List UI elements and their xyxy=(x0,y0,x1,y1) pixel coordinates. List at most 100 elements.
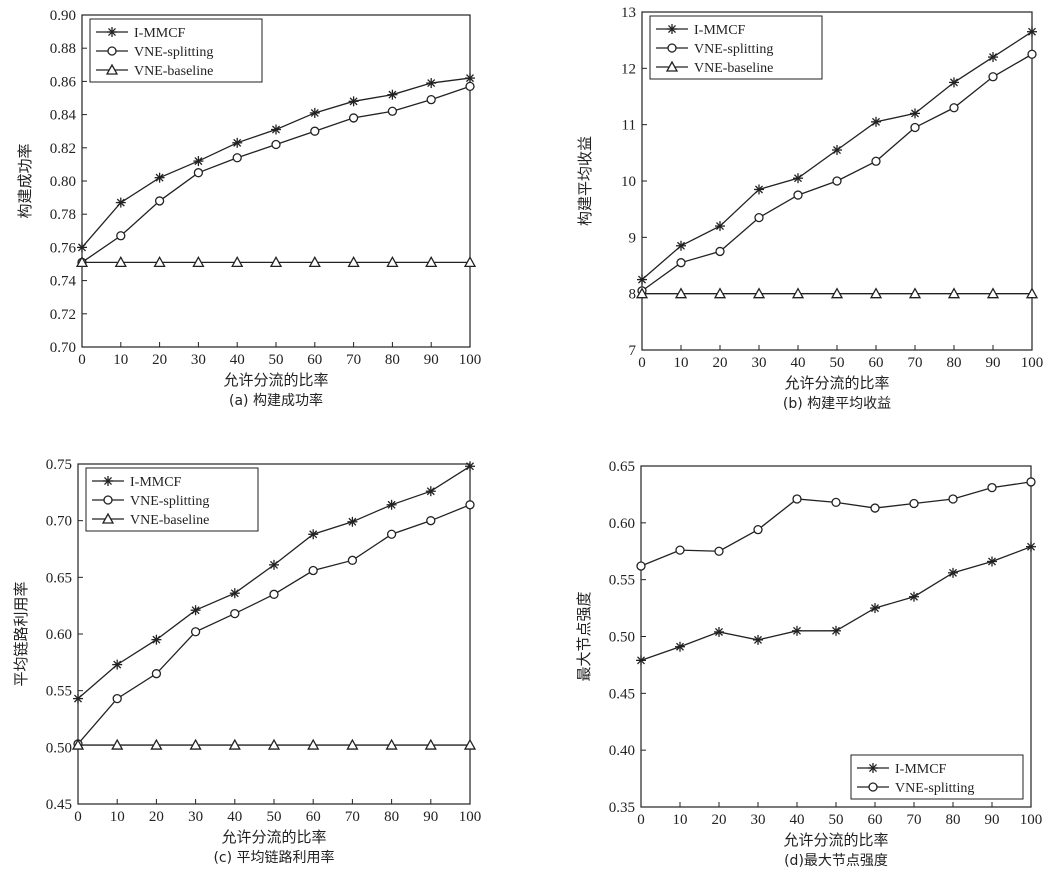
data-point xyxy=(831,497,841,508)
x-tick-label: 90 xyxy=(423,809,438,825)
y-tick-label: 12 xyxy=(621,61,636,77)
y-axis-label: 最大节点强度 xyxy=(575,591,593,681)
legend-box xyxy=(850,754,1024,800)
legend-marker xyxy=(101,512,115,524)
data-point xyxy=(830,287,844,299)
legend-label: VNE-splitting xyxy=(694,42,773,57)
data-point xyxy=(347,256,360,267)
data-point xyxy=(424,738,437,750)
series-line xyxy=(640,481,1032,567)
y-tick-label: 0.70 xyxy=(50,340,76,356)
data-point xyxy=(347,516,358,527)
x-tick-label: 100 xyxy=(459,352,482,368)
y-tick-label: 0.60 xyxy=(46,627,72,643)
data-point xyxy=(386,529,397,539)
data-point xyxy=(832,176,842,186)
x-tick-label: 50 xyxy=(830,355,845,371)
data-point xyxy=(948,494,958,504)
figure-caption: (d)最大节点强度 xyxy=(784,853,888,869)
data-point xyxy=(151,634,162,645)
legend-marker xyxy=(105,63,119,75)
x-tick-label: 20 xyxy=(149,809,164,825)
y-tick-label: 0.65 xyxy=(46,570,72,586)
x-tick-label: 50 xyxy=(269,352,284,368)
data-point xyxy=(75,256,89,267)
data-point xyxy=(348,113,359,123)
data-point xyxy=(871,116,881,127)
x-tick-label: 60 xyxy=(868,812,883,828)
series-vne-splitting xyxy=(637,49,1037,296)
data-point xyxy=(271,124,281,135)
data-point xyxy=(150,738,163,750)
y-tick-label: 0.78 xyxy=(50,207,76,223)
data-point xyxy=(987,482,997,493)
y-tick-label: 13 xyxy=(621,5,636,21)
y-tick-label: 0.35 xyxy=(609,800,635,816)
data-point xyxy=(426,95,436,105)
data-point xyxy=(232,153,242,163)
x-tick-label: 70 xyxy=(345,809,360,825)
data-point xyxy=(871,156,881,166)
data-point xyxy=(267,738,281,750)
data-point xyxy=(228,738,241,750)
data-point xyxy=(230,608,240,619)
data-point xyxy=(151,669,162,679)
series-vne-splitting xyxy=(636,477,1036,571)
legend-marker xyxy=(665,60,679,72)
legend-marker xyxy=(103,476,113,486)
chart-panel-d: 0 10 20 30 40 50 60 70 80 90 100 0.35 0.40 0.45 0.50 0.… xyxy=(575,459,1042,869)
y-tick-label: 0.45 xyxy=(46,797,72,813)
x-tick-label: 20 xyxy=(152,352,167,368)
data-point xyxy=(793,190,803,200)
data-point xyxy=(753,634,763,645)
data-point xyxy=(426,516,436,526)
legend: I-MMCF VNE-splitting VNE-baseline xyxy=(649,15,823,80)
x-tick-label: 80 xyxy=(946,812,961,828)
data-point xyxy=(386,256,399,267)
data-point xyxy=(112,693,122,704)
data-point xyxy=(193,156,204,167)
data-point xyxy=(909,498,919,509)
data-point xyxy=(948,567,958,578)
data-point xyxy=(465,73,475,84)
x-tick-label: 20 xyxy=(712,812,727,828)
data-point xyxy=(947,287,961,299)
data-point xyxy=(348,96,359,107)
data-point xyxy=(425,256,438,267)
x-tick-label: 90 xyxy=(424,352,439,368)
data-point xyxy=(949,77,959,88)
y-tick-label: 0.72 xyxy=(50,307,76,323)
data-point xyxy=(870,603,880,614)
y-axis-label: 平均链路利用率 xyxy=(12,581,30,686)
legend-label: I-MMCF xyxy=(130,475,182,490)
data-point xyxy=(465,461,475,472)
data-point xyxy=(636,561,646,571)
x-tick-label: 30 xyxy=(188,809,203,825)
legend-label: VNE-splitting xyxy=(895,781,974,796)
data-point xyxy=(949,103,959,113)
data-point xyxy=(754,184,764,195)
data-point xyxy=(1025,287,1039,299)
data-point xyxy=(116,231,126,241)
data-point xyxy=(987,556,997,567)
legend-label: VNE-baseline xyxy=(694,61,773,76)
data-point xyxy=(910,108,920,119)
series-line xyxy=(77,504,471,745)
y-tick-label: 0.88 xyxy=(50,41,76,57)
data-point xyxy=(229,588,240,599)
data-point xyxy=(463,738,477,750)
y-tick-label: 11 xyxy=(622,118,636,134)
y-tick-label: 0.82 xyxy=(50,141,76,157)
y-tick-label: 0.76 xyxy=(50,240,77,256)
data-point xyxy=(675,641,685,652)
data-point xyxy=(988,52,998,63)
data-point xyxy=(77,242,87,253)
data-point xyxy=(425,486,436,497)
chart-panel-b: 0 10 20 30 40 50 60 70 80 90 100 7 8 9 10 11 12 13 允许分流的比率… xyxy=(576,5,1043,412)
data-point xyxy=(714,546,724,556)
x-tick-label: 30 xyxy=(751,812,766,828)
data-point xyxy=(114,256,127,267)
x-tick-label: 60 xyxy=(307,352,322,368)
data-point xyxy=(193,168,204,178)
figure-caption: (b) 构建平均收益 xyxy=(783,396,891,412)
